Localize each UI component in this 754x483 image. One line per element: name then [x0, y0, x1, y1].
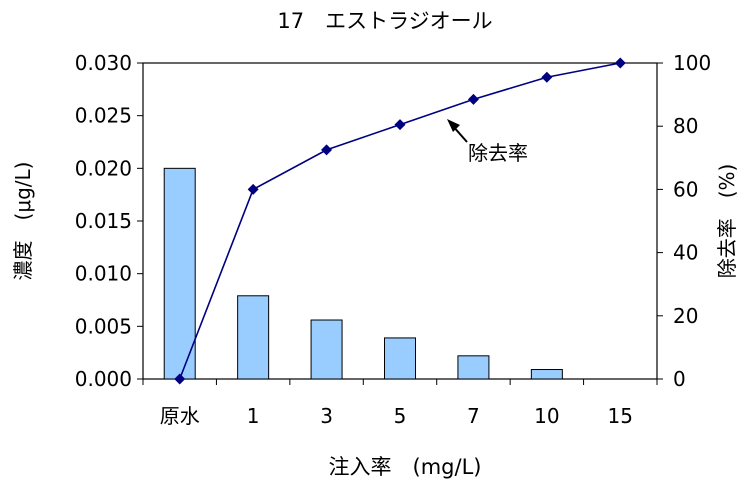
bar — [310, 319, 343, 380]
right-tick-label: 100 — [673, 51, 711, 75]
removal-rate-point — [174, 373, 186, 385]
right-tick-label: 80 — [673, 114, 698, 138]
left-tick-label: 0.000 — [75, 367, 132, 391]
bar — [457, 355, 490, 380]
left-tick-label: 0.005 — [75, 314, 132, 338]
removal-rate-point — [541, 71, 553, 83]
bar — [384, 337, 416, 380]
annotation: 除去率 — [447, 119, 528, 165]
right-axis-label: 除去率 (%) — [715, 164, 739, 279]
removal-rate-point — [247, 183, 259, 195]
left-tick-label: 0.010 — [75, 262, 132, 286]
right-tick-label: 60 — [673, 177, 698, 201]
left-axis: 0.000 0.005 0.010 0.015 0.020 0.025 0.030 — [75, 51, 143, 391]
annotation-label: 除去率 — [468, 141, 528, 165]
removal-rate-point — [614, 57, 626, 69]
left-tick-label: 0.025 — [75, 104, 132, 128]
x-tick-label: 7 — [467, 404, 480, 428]
removal-rate-point — [321, 144, 333, 156]
bar-series — [163, 167, 563, 380]
left-tick-label: 0.020 — [75, 156, 132, 180]
bar — [163, 167, 196, 380]
annotation-arrow-head — [447, 119, 460, 132]
x-tick-label: 5 — [394, 404, 407, 428]
left-tick-label: 0.030 — [75, 51, 132, 75]
x-tick-label: 3 — [320, 404, 333, 428]
left-axis-label: 濃度 (μg/L) — [11, 162, 35, 281]
right-tick-label: 20 — [673, 304, 698, 328]
removal-rate-series — [174, 57, 626, 385]
x-tick-label: 原水 — [160, 404, 200, 428]
x-tick-label: 15 — [608, 404, 633, 428]
bar — [530, 369, 563, 380]
left-tick-label: 0.015 — [75, 209, 132, 233]
removal-rate-point — [467, 93, 479, 105]
chart-title: 17 エストラジオール — [277, 9, 492, 33]
right-axis: 0 20 40 60 80 100 — [657, 51, 711, 391]
x-axis: 原水 1 3 5 7 10 15 — [142, 379, 658, 428]
x-axis-label: 注入率 (mg/L) — [329, 455, 482, 479]
x-tick-label: 10 — [534, 404, 559, 428]
plot-area — [142, 62, 658, 380]
right-tick-label: 40 — [673, 241, 698, 265]
bar — [237, 295, 270, 380]
right-tick-label: 0 — [673, 367, 686, 391]
x-tick-label: 1 — [247, 404, 260, 428]
removal-rate-point — [394, 119, 406, 131]
